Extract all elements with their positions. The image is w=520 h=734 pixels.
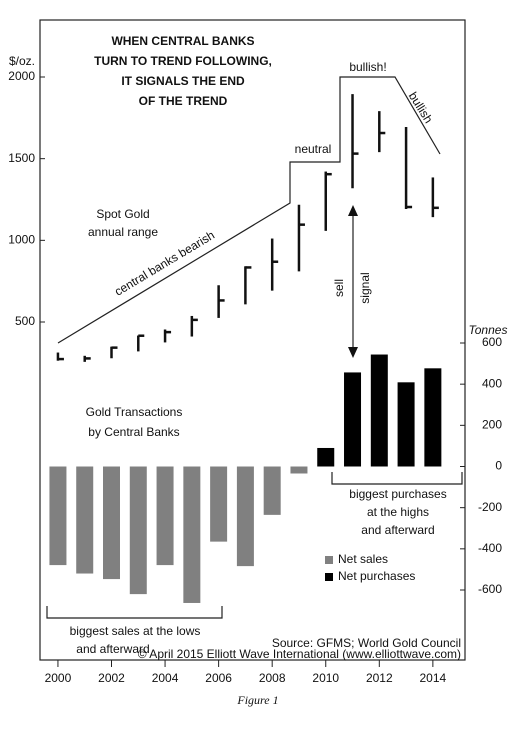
y-tick-label: 1000 bbox=[8, 233, 35, 247]
trend-line bbox=[57, 76, 441, 344]
legend-swatch bbox=[325, 556, 333, 564]
legend-label: Net sales bbox=[338, 552, 388, 566]
bar bbox=[370, 354, 388, 467]
copyright: © April 2015 Elliott Wave International … bbox=[138, 647, 461, 661]
x-tick-label: 2014 bbox=[420, 671, 447, 685]
y2-tick-label: -200 bbox=[478, 500, 502, 514]
annotation: Tonnes bbox=[469, 323, 508, 337]
bar bbox=[317, 447, 335, 467]
annotation: WHEN CENTRAL BANKS bbox=[111, 34, 254, 48]
x-tick-label: 2008 bbox=[259, 671, 286, 685]
bar bbox=[236, 466, 254, 567]
bar bbox=[76, 466, 94, 574]
plot-frame bbox=[39, 19, 466, 661]
bar bbox=[156, 466, 174, 566]
x-tick-label: 2004 bbox=[152, 671, 179, 685]
annotation: biggest sales at the lows bbox=[70, 624, 201, 638]
annotation: Gold Transactions bbox=[86, 405, 183, 419]
source: Source: GFMS; World Gold Council bbox=[272, 636, 461, 650]
y2-tick-label: -600 bbox=[478, 582, 502, 596]
legend-swatch bbox=[325, 573, 333, 581]
y-tick-label: 500 bbox=[15, 314, 35, 328]
bar bbox=[49, 466, 67, 566]
annotation: OF THE TREND bbox=[139, 94, 228, 108]
annotation: IT SIGNALS THE END bbox=[121, 74, 245, 88]
y-tick-label: 2000 bbox=[8, 69, 35, 83]
annotation: signal bbox=[358, 272, 372, 303]
x-tick-label: 2000 bbox=[45, 671, 72, 685]
x-tick-label: 2010 bbox=[312, 671, 339, 685]
bar bbox=[183, 466, 201, 603]
bracket bbox=[46, 606, 223, 619]
legend-label: Net purchases bbox=[338, 569, 415, 583]
annotation: and afterward bbox=[361, 523, 434, 537]
y2-tick-label: -400 bbox=[478, 541, 502, 555]
caption: Figure 1 bbox=[236, 693, 278, 707]
annotation: by Central Banks bbox=[88, 425, 179, 439]
x-tick-label: 2002 bbox=[98, 671, 125, 685]
annotation: annual range bbox=[88, 225, 158, 239]
x-tick-label: 2012 bbox=[366, 671, 393, 685]
annotation: sell bbox=[332, 279, 346, 297]
x-tick-label: 2006 bbox=[205, 671, 232, 685]
y2-tick-label: 200 bbox=[482, 418, 502, 432]
bar bbox=[129, 466, 147, 595]
y2-tick-label: 400 bbox=[482, 376, 502, 390]
annotation: neutral bbox=[295, 142, 332, 156]
bracket bbox=[331, 472, 463, 485]
annotation: and afterward bbox=[76, 642, 149, 656]
annotation: bullish bbox=[406, 89, 436, 125]
arrow-head bbox=[348, 347, 358, 358]
annotation: $/oz. bbox=[9, 54, 35, 68]
annotation: Spot Gold bbox=[96, 207, 149, 221]
annotation: biggest purchases bbox=[349, 487, 446, 501]
annotation: TURN TO TREND FOLLOWING, bbox=[94, 54, 272, 68]
y2-tick-label: 600 bbox=[482, 335, 502, 349]
bar bbox=[424, 368, 442, 467]
annotation: at the highs bbox=[367, 505, 429, 519]
bar bbox=[290, 466, 308, 474]
y2-tick-label: 0 bbox=[495, 459, 502, 473]
bar bbox=[344, 372, 362, 467]
y-tick-label: 1500 bbox=[8, 151, 35, 165]
bar bbox=[397, 382, 415, 467]
bar bbox=[263, 466, 281, 515]
bar bbox=[103, 466, 121, 580]
bar bbox=[210, 466, 228, 542]
arrow-head bbox=[348, 205, 358, 216]
annotation: bullish! bbox=[349, 60, 386, 74]
